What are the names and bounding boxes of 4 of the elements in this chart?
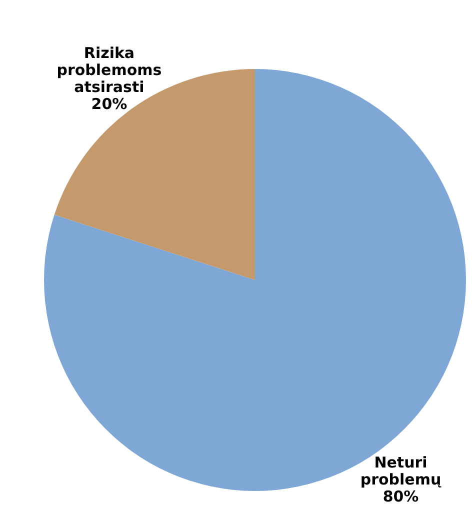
data-label: 20% <box>91 94 128 113</box>
slice-label: Rizika problemoms atsirasti <box>56 44 162 96</box>
slice-label: Neturi problemų <box>360 454 442 489</box>
data-label: 80% <box>382 488 419 506</box>
